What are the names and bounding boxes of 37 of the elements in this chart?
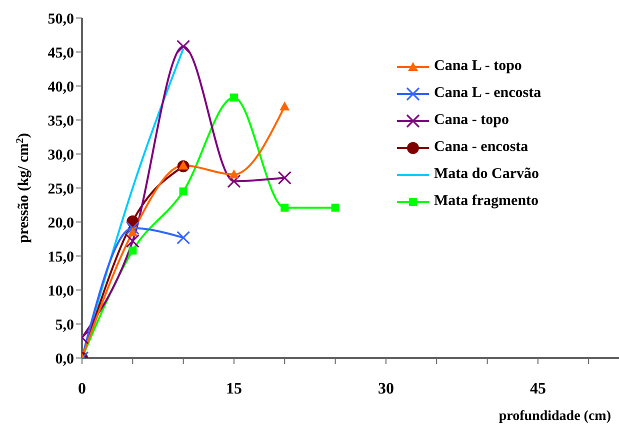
legend-label: Cana - encosta [434, 139, 528, 156]
point [227, 174, 241, 188]
x-axis-title: profundidade (cm) [498, 409, 612, 424]
legend-label: Mata do Carvão [434, 166, 539, 183]
point [178, 160, 188, 170]
y-tick-label: 35,0 [48, 113, 74, 130]
legend-label: Cana - topo [434, 112, 510, 129]
y-tick-label: 15,0 [48, 249, 74, 266]
legend-label: Cana L - topo [434, 58, 522, 75]
y-tick-label: 45,0 [48, 45, 74, 62]
y-tick-label: 0,0 [55, 351, 74, 368]
y-tick-label: 20,0 [48, 215, 74, 232]
point [176, 230, 190, 244]
legend-label: Mata fragmento [434, 193, 539, 210]
point [128, 246, 137, 255]
x-tick-label: 30 [378, 380, 394, 398]
point [228, 169, 239, 178]
point [280, 204, 289, 212]
point [331, 204, 340, 212]
legend-label: Cana L - encosta [434, 85, 542, 102]
x-tick-label: 15 [226, 380, 242, 398]
point [126, 234, 140, 248]
y-tick-label: 30,0 [48, 147, 74, 164]
point [280, 101, 290, 110]
y-tick-label: 10,0 [48, 283, 74, 300]
point [179, 187, 188, 196]
point [230, 94, 238, 102]
y-tick-label: 40,0 [48, 79, 74, 96]
y-tick-label: 50,0 [48, 11, 74, 28]
point [128, 227, 138, 236]
x-tick-label: 45 [530, 380, 546, 398]
y-tick-label: 5,0 [55, 317, 74, 334]
y-tick-label: 25,0 [48, 181, 74, 198]
x-tick-label: 0 [78, 380, 86, 398]
point [126, 221, 140, 235]
point [278, 171, 292, 185]
point [176, 40, 190, 54]
